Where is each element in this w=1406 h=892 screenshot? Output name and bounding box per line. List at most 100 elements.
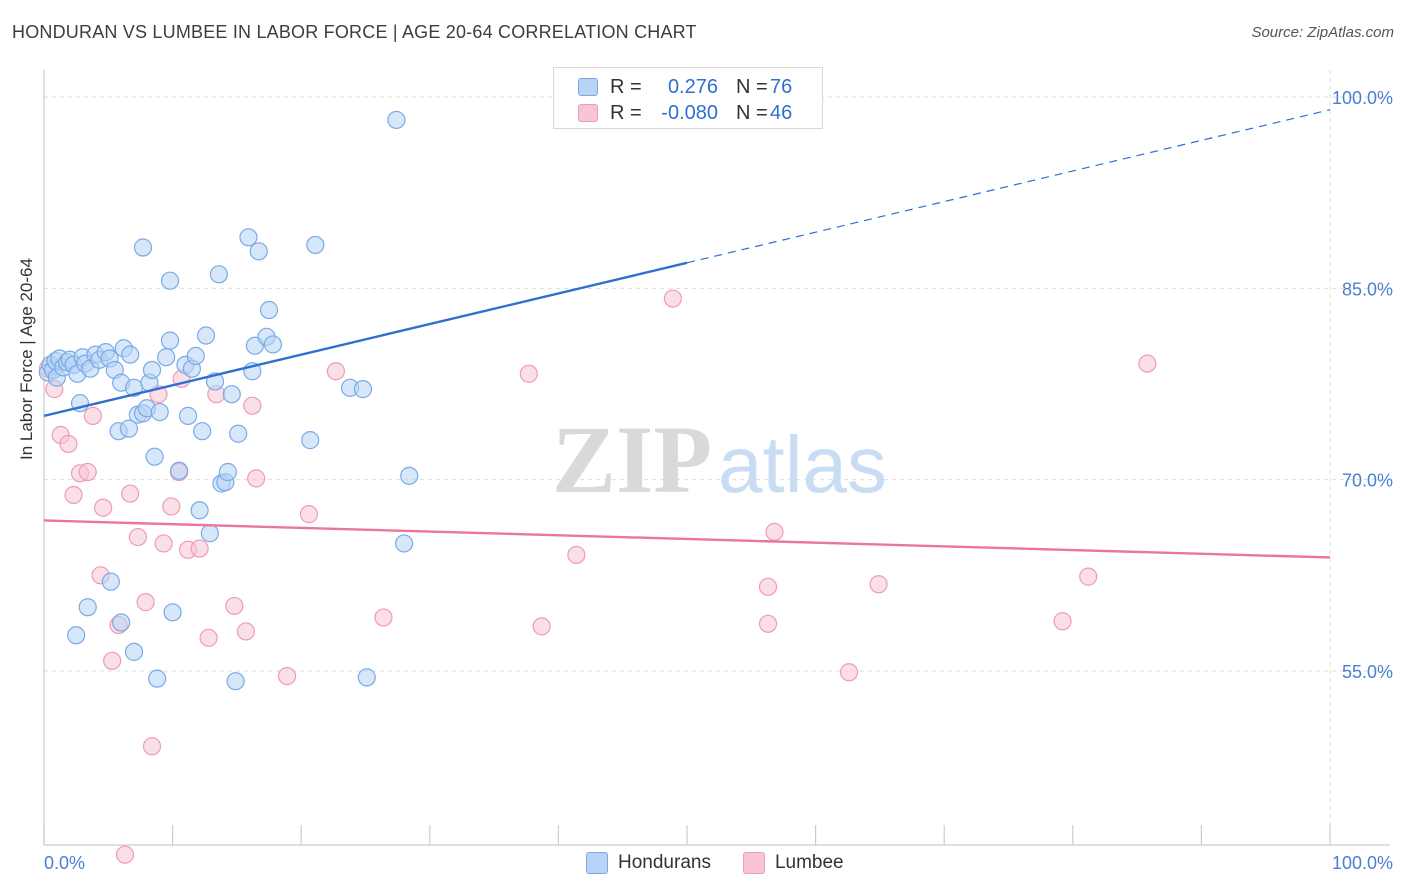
trend-lines (43, 109, 1331, 559)
grid-lines (44, 70, 1390, 845)
legend-item-lumbee: Lumbee (742, 852, 844, 874)
honduran-point (121, 345, 140, 364)
lumbee-point (765, 522, 784, 542)
y-tick-label: 70.0% (1342, 471, 1393, 491)
lumbee-swatch (578, 104, 598, 122)
honduran-point (394, 534, 414, 553)
honduran-point (169, 461, 189, 480)
honduran-point (133, 238, 153, 257)
lumbee-point (567, 545, 586, 565)
honduran-point (301, 431, 320, 450)
r-label: R = (610, 101, 642, 124)
honduran-point (387, 110, 406, 130)
honduran-point (222, 385, 241, 404)
honduran-point (218, 462, 237, 482)
honduran-trend-projection (686, 109, 1331, 264)
lumbee-point (236, 622, 256, 641)
lumbee-point (136, 593, 155, 612)
lumbee-point (374, 608, 393, 627)
honduran-point (200, 524, 219, 543)
lumbee-point (142, 737, 162, 756)
lumbee-point (869, 575, 888, 594)
honduran-point (400, 466, 419, 485)
r-label: R = (610, 75, 642, 98)
lumbee-trend-line (43, 519, 1331, 559)
n-label: N = (736, 101, 768, 124)
chart-title: HONDURAN VS LUMBEE IN LABOR FORCE | AGE … (12, 22, 697, 42)
source-label: Source: ZipAtlas.com (1251, 24, 1394, 41)
lumbee-points (38, 289, 1157, 864)
lumbee-point (225, 596, 244, 616)
honduran-point (239, 228, 258, 247)
lumbee-point (128, 527, 147, 547)
lumbee-point (663, 289, 682, 308)
honduran-point (196, 326, 216, 345)
honduran-point (193, 422, 212, 441)
legend-row-lumbee: R = -0.080 N = 46 (578, 101, 810, 125)
lumbee-point (103, 651, 122, 670)
r-value: -0.080 (661, 101, 718, 124)
legend-item-hondurans: Hondurans (586, 852, 711, 874)
legend-row-hondurans: R = 0.276 N = 76 (578, 75, 810, 99)
lumbee-point (154, 534, 173, 553)
x-tick-label: 100.0% (1332, 853, 1393, 873)
honduran-point (263, 335, 283, 354)
honduran-point (78, 598, 97, 617)
watermark-zip: ZIP (552, 406, 712, 513)
honduran-point (157, 348, 176, 367)
lumbee-point (247, 469, 266, 488)
y-tick-label: 55.0% (1342, 662, 1393, 682)
lumbee-point (839, 663, 859, 682)
hondurans-legend-swatch (586, 852, 608, 874)
n-value: 76 (770, 75, 793, 98)
honduran-point (119, 419, 138, 438)
honduran-point (112, 613, 131, 632)
lumbee-point (190, 539, 209, 558)
honduran-point (148, 669, 167, 688)
lumbee-point (121, 484, 140, 503)
r-value: 0.276 (667, 75, 718, 98)
lumbee-point (94, 498, 113, 517)
honduran-point (178, 406, 198, 425)
lumbee-point (1079, 567, 1098, 586)
honduran-point (124, 642, 144, 661)
watermark: ZIP atlas (552, 406, 887, 513)
lumbee-point (243, 396, 262, 415)
lumbee-point (277, 667, 297, 686)
lumbee-point (758, 577, 778, 596)
honduran-point (163, 603, 182, 622)
lumbee-point (199, 628, 218, 647)
honduran-trend-line (43, 261, 688, 418)
honduran-point (190, 501, 209, 520)
honduran-point (67, 626, 86, 645)
honduran-point (150, 402, 169, 422)
honduran-point (226, 672, 245, 691)
y-axis-label: In Labor Force | Age 20-64 (17, 258, 36, 460)
honduran-point (101, 572, 120, 591)
series-legend: Hondurans Lumbee (586, 852, 876, 874)
honduran-point (186, 346, 205, 366)
lumbee-legend-swatch (742, 852, 765, 874)
lumbee-point (1053, 612, 1072, 631)
lumbee-legend-label: Lumbee (774, 852, 844, 873)
lumbee-point (78, 462, 97, 482)
lumbee-point (64, 485, 83, 505)
n-value: 46 (770, 101, 793, 124)
hondurans-legend-label: Hondurans (618, 852, 711, 873)
lumbee-point (758, 614, 778, 633)
hondurans-swatch (578, 78, 598, 96)
y-tick-label: 100.0% (1332, 88, 1393, 108)
honduran-point (306, 235, 325, 255)
honduran-points (38, 110, 419, 691)
watermark-atlas: atlas (718, 420, 887, 509)
axes (43, 70, 1390, 846)
honduran-point (145, 447, 164, 466)
honduran-point (142, 360, 162, 380)
lumbee-point (299, 505, 319, 524)
lumbee-point (519, 364, 538, 383)
honduran-point (160, 331, 180, 350)
honduran-point (357, 668, 376, 687)
honduran-point (229, 424, 248, 443)
honduran-point (249, 242, 268, 261)
